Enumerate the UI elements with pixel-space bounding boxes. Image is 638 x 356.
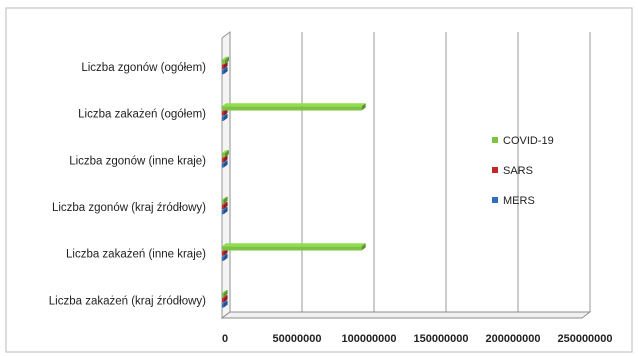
bar-covid-19-liczba-zakazen-ogolem	[222, 103, 366, 111]
bar-front-face	[222, 251, 224, 256]
floor	[220, 311, 592, 319]
bar-front-face	[222, 246, 362, 251]
bar-end-face	[361, 243, 366, 251]
bar-mers-liczba-zakazen-kraj-zrodlowy	[222, 300, 228, 308]
bar-front-face	[222, 111, 224, 116]
bar-front-face	[222, 292, 224, 298]
bar-top-face	[222, 207, 228, 211]
bar-front-face	[222, 116, 224, 121]
legend-swatch	[492, 137, 498, 143]
bar-sars-liczba-zakazen-kraj-zrodlowy	[222, 295, 228, 303]
bar-mers-liczba-zakazen-ogolem	[222, 113, 228, 121]
legend-label: MERS	[503, 195, 535, 207]
legend-label: COVID-19	[503, 135, 554, 147]
legend-label: SARS	[503, 165, 533, 177]
bar-covid-19-liczba-zakazen-kraj-zrodlowy	[222, 289, 228, 298]
bar-front-face	[222, 256, 224, 261]
category-label: Liczba zgonów (inne kraje)	[69, 155, 206, 167]
legend-swatch	[492, 197, 498, 203]
bars	[222, 56, 366, 308]
bar-top-face	[222, 201, 228, 205]
x-tick-label: 50000000	[273, 333, 322, 345]
bar-end-face	[223, 253, 228, 261]
category-label: Liczba zakażeń (kraj źródłowy)	[49, 295, 206, 307]
legend-swatch	[492, 167, 498, 173]
bar-front-face	[222, 303, 224, 308]
bar-top-face	[222, 160, 228, 164]
category-label: Liczba zgonów (kraj źródłowy)	[52, 202, 206, 214]
bar-top-face	[222, 67, 228, 71]
x-tick-label: 100000000	[341, 333, 396, 345]
bar-sars-liczba-zgonow-kraj-zrodlowy	[222, 201, 228, 210]
category-label: Liczba zakażeń (ogółem)	[78, 109, 206, 121]
x-tick-label: 250000000	[557, 333, 612, 345]
bar-front-face	[222, 204, 224, 210]
category-label: Liczba zakażeń (inne kraje)	[66, 249, 206, 261]
category-label: Liczba zgonów (ogółem)	[81, 62, 206, 74]
bar-end-face	[223, 300, 228, 308]
bar-front-face	[222, 210, 224, 215]
bar-end-face	[223, 61, 228, 70]
x-tick-label: 200000000	[485, 333, 540, 345]
legend-item-covid-19: COVID-19	[492, 135, 554, 147]
bar-front-face	[222, 158, 224, 163]
legend-item-mers: MERS	[492, 195, 535, 207]
bar-front-face	[222, 106, 362, 111]
chart-frame	[5, 7, 633, 353]
bar-top-face	[222, 243, 366, 247]
bar-covid-19-liczba-zgonow-inne-kraje	[222, 149, 229, 158]
category-labels: Liczba zgonów (ogółem) Liczba zakażeń (og…	[49, 62, 206, 307]
bar-front-face	[222, 59, 226, 64]
bar-end-face	[361, 103, 366, 111]
bar-end-face	[223, 67, 228, 75]
bar-front-face	[222, 163, 224, 168]
bar-top-face	[222, 56, 230, 60]
bar-mers-liczba-zakazen-inne-kraje	[222, 253, 228, 261]
bar-front-face	[222, 199, 224, 204]
bar-mers-liczba-zgonow-ogolem	[222, 67, 228, 75]
bar-end-face	[223, 289, 228, 298]
bar-top-face	[222, 253, 228, 257]
bar-end-face	[223, 295, 228, 303]
bar-mers-liczba-zgonow-kraj-zrodlowy	[222, 207, 228, 215]
bar-top-face	[222, 295, 228, 299]
bar-front-face	[222, 70, 224, 75]
bar-front-face	[222, 64, 224, 70]
bar-top-face	[222, 103, 366, 107]
bar-front-face	[222, 298, 224, 303]
x-tick-label: 0	[222, 333, 228, 345]
bar-end-face	[225, 56, 230, 64]
x-tick-labels: 0 50000000 100000000 150000000 200000000 2500…	[222, 333, 613, 345]
bar-end-face	[223, 201, 228, 210]
bar-top-face	[222, 196, 228, 200]
side-wall	[221, 31, 231, 319]
bar-end-face	[223, 196, 228, 204]
bar-top-face	[222, 300, 228, 304]
bar-covid-19-liczba-zgonow-ogolem	[222, 56, 230, 64]
bar-end-face	[223, 160, 228, 168]
x-tick-label: 150000000	[413, 333, 468, 345]
bar-end-face	[223, 155, 228, 163]
bar-mers-liczba-zgonow-inne-kraje	[222, 160, 228, 168]
bar-top-face	[222, 149, 229, 153]
legend: COVID-19 SARS MERS	[492, 135, 554, 207]
bar-end-face	[223, 207, 228, 215]
bar-top-face	[222, 113, 228, 117]
bar-covid-19-liczba-zgonow-kraj-zrodlowy	[222, 196, 228, 204]
bar-covid-19-liczba-zakazen-inne-kraje	[222, 243, 366, 251]
bar-end-face	[224, 149, 229, 158]
legend-item-sars: SARS	[492, 165, 533, 177]
bar-front-face	[222, 152, 225, 158]
bar-top-face	[222, 289, 228, 293]
bar-end-face	[223, 113, 228, 121]
